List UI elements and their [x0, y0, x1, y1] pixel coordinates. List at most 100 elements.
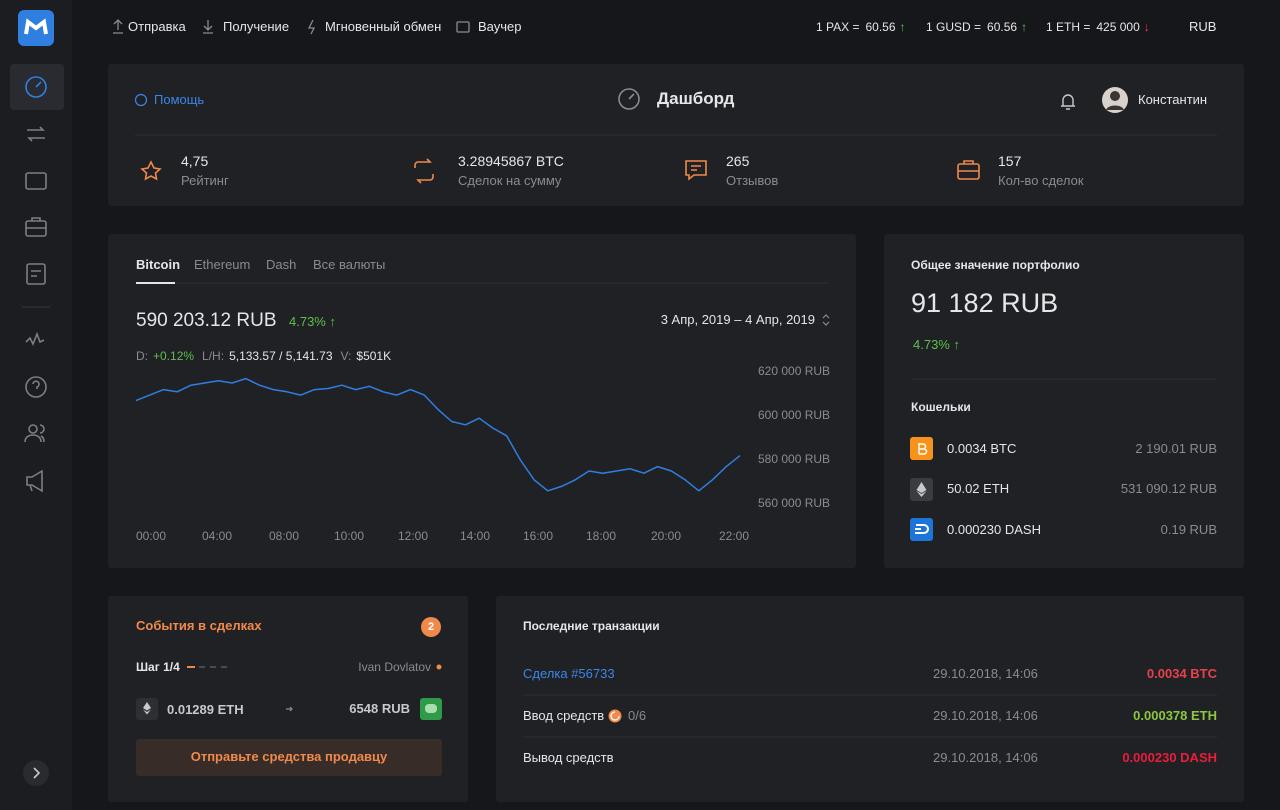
rate-label: 1 GUSD =	[926, 20, 982, 34]
side-icons	[22, 76, 50, 493]
market-panel	[108, 234, 856, 568]
portfolio-panel	[884, 234, 1244, 568]
tab[interactable]: Bitcoin	[136, 257, 181, 272]
portfolio-change: 4.73% ↑	[913, 337, 960, 352]
rate: 1 GUSD = 60.56 ↑	[926, 19, 1027, 35]
rate-arrow: ↑	[1021, 20, 1028, 34]
x-tick-label: 04:00	[202, 529, 232, 543]
tx-date: 29.10.2018, 14:06	[933, 666, 1038, 681]
to-amount: 6548 RUB	[349, 701, 410, 716]
sidebar	[0, 0, 72, 810]
tab[interactable]: Все валюты	[313, 257, 386, 272]
price: 590 203.12 RUB	[136, 310, 277, 331]
nav-link[interactable]: Получение	[223, 19, 290, 34]
detail-label: V:	[340, 349, 352, 363]
wallet-icons	[910, 437, 933, 541]
tx-amount: 0.000230 DASH	[1122, 750, 1217, 765]
rate-arrow: ↓	[1143, 20, 1150, 34]
tab[interactable]: Dash	[266, 257, 297, 272]
detail-value: $501K	[356, 349, 392, 363]
from-amount: 0.01289 ETH	[167, 702, 244, 717]
y-tick-label: 580 000 RUB	[758, 452, 830, 466]
stat-label: Сделок на сумму	[458, 173, 562, 188]
price-chart: 00:00 04:00 08:00 10:00 12:00 14:00 16:00 18:00…	[135, 364, 830, 543]
stat-icons	[140, 158, 980, 184]
rate: 1 ETH = 425 000 ↓	[1046, 19, 1150, 35]
tx-amount: 0.0034 BTC	[1146, 666, 1217, 681]
wallet-amount: 0.0034 BTC	[947, 441, 1017, 456]
tx-progress: 0/6	[628, 708, 647, 723]
user-status	[436, 664, 442, 670]
collapse-arrow	[33, 767, 41, 779]
step: Шаг 1/4	[136, 660, 180, 674]
nav-link[interactable]: Отправка	[128, 19, 186, 34]
logo-mark	[24, 18, 48, 35]
detail-value: 5,133.57 / 5,141.73	[229, 349, 333, 363]
events-badge: 2	[427, 621, 435, 633]
wallet-value: 531 090.12 RUB	[1120, 481, 1217, 496]
tx-amount: 0.000378 ETH	[1133, 708, 1217, 723]
detail-label: L/H:	[202, 349, 225, 363]
portfolio-value: 91 182 RUB	[911, 288, 1059, 318]
rate: 1 PAX = 60.56 ↑	[816, 19, 906, 35]
transactions-panel	[496, 596, 1244, 802]
nav-link[interactable]: Мгновенный обмен	[325, 19, 442, 34]
swap-arrow	[286, 706, 293, 712]
collapse-button[interactable]	[23, 760, 49, 786]
tx-date: 29.10.2018, 14:06	[933, 750, 1038, 765]
wallets-title: Кошельки	[911, 400, 971, 414]
stat-value: 3.28945867 BTC	[458, 153, 564, 169]
header-icons	[134, 87, 1217, 136]
nav-link[interactable]: Ваучер	[478, 19, 522, 34]
events-badge-bg	[421, 617, 441, 637]
x-tick-label: 16:00	[523, 529, 553, 543]
currency-select[interactable]: RUB	[1189, 19, 1217, 34]
rate-value: 60.56	[865, 20, 896, 34]
wallet-amount: 50.02 ETH	[947, 481, 1010, 496]
send-button[interactable]	[136, 739, 442, 776]
stat-label: Кол-во сделок	[998, 173, 1084, 188]
rate-arrow: ↑	[899, 20, 906, 34]
tx-name[interactable]: Сделка #56733	[523, 666, 615, 681]
events-title: События в сделках	[136, 618, 262, 633]
transactions-title: Последние транзакции	[523, 619, 660, 633]
portfolio-title: Общее значение портфолио	[911, 258, 1080, 272]
date-range[interactable]: 3 Апр, 2019 – 4 Апр, 2019	[660, 312, 815, 327]
stat-value: 157	[998, 153, 1022, 169]
price-line	[135, 377, 741, 492]
y-tick-label: 620 000 RUB	[758, 364, 830, 378]
date-sort[interactable]	[822, 314, 830, 326]
page-title: Дашборд	[657, 89, 735, 108]
detail-label: D:	[136, 349, 148, 363]
wallet-amount: 0.000230 DASH	[947, 522, 1041, 537]
wallet-value: 2 190.01 RUB	[1135, 441, 1217, 456]
x-tick-label: 22:00	[719, 529, 749, 543]
price-change: 4.73% ↑	[289, 314, 336, 329]
y-tick-label: 560 000 RUB	[758, 496, 830, 510]
stat-value: 265	[726, 153, 750, 169]
x-tick-label: 10:00	[334, 529, 364, 543]
nav-icons	[113, 19, 470, 35]
x-tick-label: 08:00	[269, 529, 299, 543]
eth-icon	[143, 702, 151, 715]
tab[interactable]: Ethereum	[194, 257, 251, 272]
x-tick-label: 00:00	[136, 529, 166, 543]
y-tick-label: 600 000 RUB	[758, 408, 830, 422]
user-name[interactable]: Константин	[1138, 92, 1208, 107]
send-button-label[interactable]: Отправьте средства продавцу	[190, 749, 388, 764]
x-tick-label: 20:00	[651, 529, 681, 543]
tx-date: 29.10.2018, 14:06	[933, 708, 1038, 723]
market-details: D: +0.12% L/H: 5,133.57 / 5,141.73 V: $501K	[136, 348, 399, 364]
x-tick-label: 12:00	[398, 529, 428, 543]
rub-icon-mark	[425, 704, 437, 713]
stat-value: 4,75	[181, 153, 209, 169]
counterparty: Ivan Dovlatov	[358, 660, 431, 674]
wallet-value: 0.19 RUB	[1160, 522, 1217, 537]
stat-label: Рейтинг	[181, 173, 229, 188]
help-link[interactable]: Помощь	[154, 92, 205, 107]
rate-label: 1 ETH =	[1046, 20, 1091, 34]
x-tick-label: 14:00	[460, 529, 490, 543]
stat-label: Отзывов	[726, 173, 779, 188]
